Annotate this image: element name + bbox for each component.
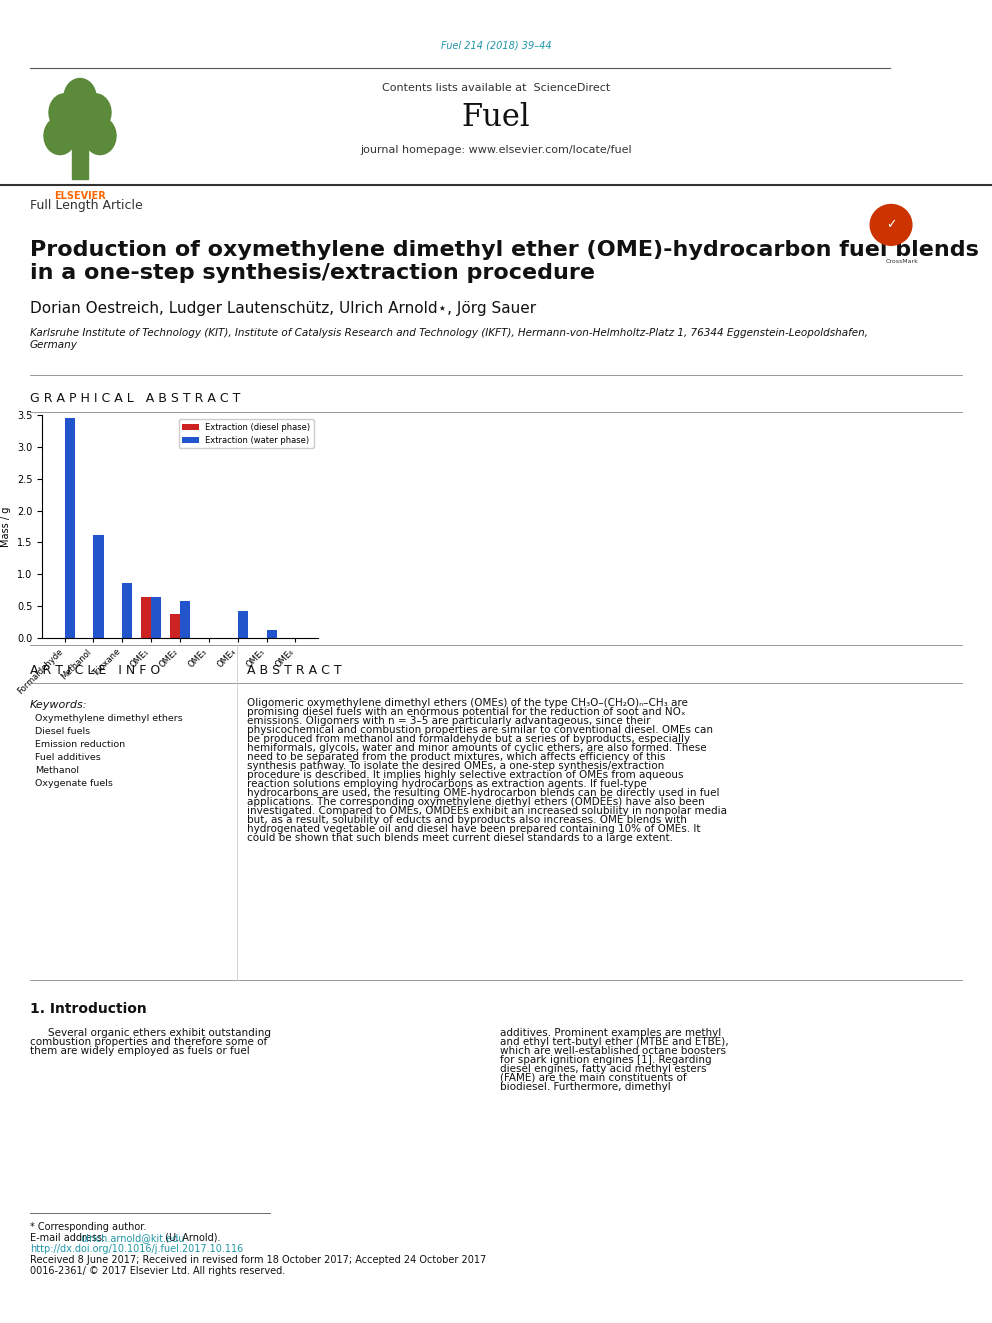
Circle shape xyxy=(49,94,81,131)
Text: Several organic ethers exhibit outstanding: Several organic ethers exhibit outstandi… xyxy=(48,1028,271,1039)
Text: G R A P H I C A L   A B S T R A C T: G R A P H I C A L A B S T R A C T xyxy=(30,392,240,405)
Text: Production of oxymethylene dimethyl ether (OME)-hydrocarbon fuel blends
in a one: Production of oxymethylene dimethyl ethe… xyxy=(30,239,979,283)
Text: 0016-2361/ © 2017 Elsevier Ltd. All rights reserved.: 0016-2361/ © 2017 Elsevier Ltd. All righ… xyxy=(30,1266,286,1275)
Text: Fuel 214 (2018) 39–44: Fuel 214 (2018) 39–44 xyxy=(440,40,552,50)
Text: Dorian Oestreich, Ludger Lautenschütz, Ulrich Arnold⋆, Jörg Sauer: Dorian Oestreich, Ludger Lautenschütz, … xyxy=(30,300,536,315)
Text: diesel engines, fatty acid methyl esters: diesel engines, fatty acid methyl esters xyxy=(500,1064,706,1074)
Text: Oligomeric oxymethylene dimethyl ethers (OMEs) of the type CH₃O–(CH₂O)ₙ–CH₃ are: Oligomeric oxymethylene dimethyl ethers … xyxy=(247,699,687,708)
Text: combustion properties and therefore some of: combustion properties and therefore some… xyxy=(30,1037,267,1046)
Circle shape xyxy=(79,94,111,131)
Circle shape xyxy=(44,118,76,155)
Bar xyxy=(72,144,88,179)
Text: Full Length Article: Full Length Article xyxy=(30,200,143,213)
Text: Emission reduction: Emission reduction xyxy=(35,740,125,749)
Text: Methanol: Methanol xyxy=(35,766,79,775)
Text: hemiformals, glycols, water and minor amounts of cyclic ethers, are also formed.: hemiformals, glycols, water and minor am… xyxy=(247,744,706,753)
Circle shape xyxy=(64,78,96,116)
Bar xyxy=(93,534,103,638)
Text: CrossMark: CrossMark xyxy=(886,259,919,265)
Y-axis label: Mass / g: Mass / g xyxy=(1,507,11,546)
Text: Oxymethylene dimethyl ethers: Oxymethylene dimethyl ethers xyxy=(35,714,183,722)
Bar xyxy=(180,601,190,638)
Text: procedure is described. It implies highly selective extraction of OMEs from aque: procedure is described. It implies highl… xyxy=(247,770,683,781)
Text: Journal of
Fuel Technology: Journal of Fuel Technology xyxy=(924,147,962,157)
Text: Fuel: Fuel xyxy=(461,102,531,134)
Legend: Extraction (diesel phase), Extraction (water phase): Extraction (diesel phase), Extraction (w… xyxy=(179,419,313,448)
Text: for spark ignition engines [1]. Regarding: for spark ignition engines [1]. Regardin… xyxy=(500,1054,711,1065)
Text: applications. The corresponding oxymethylene diethyl ethers (OMDEEs) have also b: applications. The corresponding oxymethy… xyxy=(247,796,704,807)
Text: journal homepage: www.elsevier.com/locate/fuel: journal homepage: www.elsevier.com/locat… xyxy=(360,146,632,155)
Text: emissions. Oligomers with n = 3–5 are particularly advantageous, since their: emissions. Oligomers with n = 3–5 are pa… xyxy=(247,716,651,726)
Text: * Corresponding author.: * Corresponding author. xyxy=(30,1222,147,1232)
Text: need to be separated from the product mixtures, which affects efficiency of this: need to be separated from the product mi… xyxy=(247,751,666,762)
Text: Karlsruhe Institute of Technology (KIT), Institute of Catalysis Research and Tec: Karlsruhe Institute of Technology (KIT),… xyxy=(30,328,868,349)
Text: FUEL: FUEL xyxy=(916,99,970,119)
Text: A R T I C L E   I N F O: A R T I C L E I N F O xyxy=(30,664,161,676)
Text: investigated. Compared to OMEs, OMDEEs exhibit an increased solubility in nonpol: investigated. Compared to OMEs, OMDEEs e… xyxy=(247,806,727,816)
Text: physicochemical and combustion properties are similar to conventional diesel. OM: physicochemical and combustion propertie… xyxy=(247,725,713,736)
Text: but, as a result, solubility of educts and byproducts also increases. OME blends: but, as a result, solubility of educts a… xyxy=(247,815,686,826)
Text: ulrich.arnold@kit.edu: ulrich.arnold@kit.edu xyxy=(80,1233,185,1244)
Text: synthesis pathway. To isolate the desired OMEs, a one-step synthesis/extraction: synthesis pathway. To isolate the desire… xyxy=(247,761,665,771)
Text: could be shown that such blends meet current diesel standards to a large extent.: could be shown that such blends meet cur… xyxy=(247,833,673,843)
Text: Received 8 June 2017; Received in revised form 18 October 2017; Accepted 24 Octo: Received 8 June 2017; Received in revise… xyxy=(30,1256,486,1265)
Bar xyxy=(122,582,132,638)
Text: Contents lists available at  ScienceDirect: Contents lists available at ScienceDirec… xyxy=(382,83,610,93)
Bar xyxy=(141,597,151,638)
Text: biodiesel. Furthermore, dimethyl: biodiesel. Furthermore, dimethyl xyxy=(500,1082,671,1091)
Text: ✓: ✓ xyxy=(886,218,897,232)
Text: hydrogenated vegetable oil and diesel have been prepared containing 10% of OMEs.: hydrogenated vegetable oil and diesel ha… xyxy=(247,824,700,833)
Text: ELSEVIER: ELSEVIER xyxy=(55,191,106,201)
Bar xyxy=(238,611,248,638)
Text: promising diesel fuels with an enormous potential for the reduction of soot and : promising diesel fuels with an enormous … xyxy=(247,706,685,717)
Text: Keywords:: Keywords: xyxy=(30,700,87,710)
Bar xyxy=(151,597,162,638)
Text: E-mail address:: E-mail address: xyxy=(30,1233,108,1244)
Text: http://dx.doi.org/10.1016/j.fuel.2017.10.116: http://dx.doi.org/10.1016/j.fuel.2017.10… xyxy=(30,1244,243,1254)
Text: A B S T R A C T: A B S T R A C T xyxy=(247,664,341,676)
Text: (FAME) are the main constituents of: (FAME) are the main constituents of xyxy=(500,1073,686,1084)
Text: (U. Arnold).: (U. Arnold). xyxy=(162,1233,220,1244)
Text: Fuel additives: Fuel additives xyxy=(35,753,101,762)
Text: Oxygenate fuels: Oxygenate fuels xyxy=(35,779,113,789)
Text: them are widely employed as fuels or fuel: them are widely employed as fuels or fue… xyxy=(30,1046,250,1056)
Text: hydrocarbons are used, the resulting OME-hydrocarbon blends can be directly used: hydrocarbons are used, the resulting OME… xyxy=(247,789,719,798)
Circle shape xyxy=(84,118,116,155)
Bar xyxy=(170,614,180,638)
Text: additives. Prominent examples are methyl: additives. Prominent examples are methyl xyxy=(500,1028,721,1039)
Text: reaction solutions employing hydrocarbons as extraction agents. If fuel-type: reaction solutions employing hydrocarbon… xyxy=(247,779,647,789)
Text: 1. Introduction: 1. Introduction xyxy=(30,1002,147,1016)
Bar xyxy=(64,418,74,638)
Text: and ethyl tert-butyl ether (MTBE and ETBE),: and ethyl tert-butyl ether (MTBE and ETB… xyxy=(500,1037,729,1046)
Text: be produced from methanol and formaldehyde but a series of byproducts, especiall: be produced from methanol and formaldehy… xyxy=(247,734,690,744)
Text: which are well-established octane boosters: which are well-established octane booste… xyxy=(500,1046,726,1056)
Text: Diesel fuels: Diesel fuels xyxy=(35,728,90,736)
Circle shape xyxy=(58,98,102,149)
Circle shape xyxy=(870,205,912,245)
Bar xyxy=(267,630,277,638)
